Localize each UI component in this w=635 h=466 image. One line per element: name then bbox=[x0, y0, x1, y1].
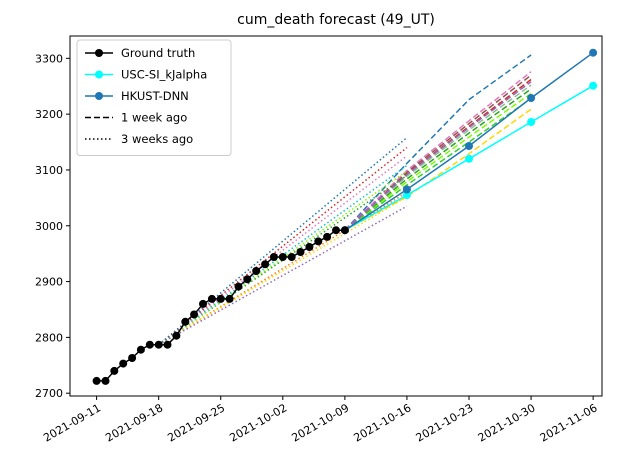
legend-box bbox=[76, 39, 232, 156]
forecast-line-6 bbox=[344, 84, 532, 231]
legend-marker-hkust-dnn bbox=[95, 92, 103, 100]
ground-truth-point-9 bbox=[163, 340, 172, 349]
ground-truth-point-12 bbox=[190, 310, 199, 319]
y-tick-label-3100: 3100 bbox=[35, 164, 63, 177]
forecast-line-19 bbox=[158, 137, 408, 346]
x-tick-label-2021-09-18: 2021-09-18 bbox=[103, 401, 165, 444]
ground-truth-point-1 bbox=[92, 376, 101, 385]
legend-marker-usc-si-kjalpha bbox=[95, 70, 103, 79]
ground-truth-point-11 bbox=[181, 317, 190, 326]
forecast-line-2 bbox=[344, 108, 532, 231]
x-tick-label-2021-09-11: 2021-09-11 bbox=[41, 401, 103, 444]
ground-truth-point-19 bbox=[252, 267, 261, 275]
x-tick-label-2021-10-09: 2021-10-09 bbox=[289, 401, 351, 444]
usc-si-kjalpha-point-4 bbox=[527, 118, 536, 126]
usc-si-kjalpha-point-5 bbox=[589, 81, 598, 90]
x-tick-label-2021-10-02: 2021-10-02 bbox=[227, 401, 289, 444]
legend-label-ground-truth: Ground truth bbox=[121, 46, 195, 60]
ground-truth-point-18 bbox=[243, 275, 252, 284]
ground-truth-point-29 bbox=[340, 226, 349, 235]
y-axis: 2700 2800 2900 3000 3100 3200 3300 bbox=[35, 52, 70, 400]
ground-truth-point-15 bbox=[216, 294, 225, 303]
usc-si-kjalpha-point-3 bbox=[465, 154, 473, 163]
ground-truth-point-26 bbox=[314, 237, 323, 246]
ground-truth-point-16 bbox=[225, 294, 234, 303]
ground-truth-point-3 bbox=[110, 366, 119, 375]
forecast-line-4 bbox=[344, 92, 532, 231]
usc-si-kjalpha-point-2 bbox=[402, 191, 411, 200]
ground-truth-point-25 bbox=[305, 243, 314, 251]
ground-truth-point-5 bbox=[128, 354, 137, 362]
forecast-line-10 bbox=[344, 81, 532, 231]
forecast-line-11 bbox=[158, 191, 408, 346]
ground-truth-point-2 bbox=[101, 376, 110, 385]
ground-truth-point-10 bbox=[172, 331, 181, 340]
ground-truth-point-23 bbox=[287, 253, 296, 261]
y-tick-label-3300: 3300 bbox=[35, 52, 63, 65]
legend-label-3-weeks-ago: 3 weeks ago bbox=[121, 132, 193, 146]
forecast-line-18 bbox=[158, 147, 408, 346]
legend: Ground truth USC-SI_kJalpha HKUST-DNN 1 wee… bbox=[76, 39, 232, 156]
ground-truth-point-28 bbox=[332, 226, 340, 235]
forecast-line-13 bbox=[158, 205, 408, 346]
ground-truth-point-27 bbox=[323, 232, 332, 241]
ground-truth-point-4 bbox=[119, 359, 128, 368]
hkust-dnn-point-5 bbox=[589, 48, 598, 57]
forecast-line-1 bbox=[344, 54, 532, 231]
legend-marker-ground-truth bbox=[95, 49, 103, 57]
y-tick-label-3000: 3000 bbox=[35, 220, 63, 233]
ground-truth-point-17 bbox=[234, 282, 243, 291]
ground-truth-point-13 bbox=[199, 299, 207, 308]
plot-frame bbox=[69, 35, 603, 397]
y-tick-label-2900: 2900 bbox=[35, 276, 63, 289]
x-tick-label-2021-10-23: 2021-10-23 bbox=[414, 401, 476, 444]
forecast-line-7 bbox=[344, 74, 532, 231]
hkust-dnn-point-2 bbox=[402, 185, 411, 194]
y-tick-label-2700: 2700 bbox=[35, 387, 63, 400]
x-tick-label-2021-11-06: 2021-11-06 bbox=[538, 401, 600, 444]
forecast-line-15 bbox=[158, 170, 408, 346]
ground-truth-point-14 bbox=[207, 294, 216, 303]
plot-area bbox=[92, 48, 598, 385]
ground-truth-point-22 bbox=[278, 253, 287, 261]
ground-truth-point-24 bbox=[296, 248, 305, 256]
x-tick-label-2021-09-25: 2021-09-25 bbox=[165, 401, 227, 444]
hkust-dnn-point-4 bbox=[527, 94, 536, 102]
hkust-dnn-point-3 bbox=[465, 142, 473, 150]
y-tick-label-3200: 3200 bbox=[35, 108, 63, 121]
x-axis: 2021-09-11 2021-09-18 2021-09-25 2021-10-02… bbox=[41, 396, 600, 445]
legend-label-hkust-dnn: HKUST-DNN bbox=[121, 89, 189, 103]
ground-truth-point-21 bbox=[269, 253, 278, 261]
y-tick-label-2800: 2800 bbox=[35, 331, 63, 344]
forecast-line-5 bbox=[344, 88, 532, 231]
x-tick-label-2021-10-30: 2021-10-30 bbox=[476, 401, 538, 444]
ground-truth-point-20 bbox=[261, 260, 270, 269]
forecast-line-12 bbox=[158, 196, 408, 346]
ground-truth-point-8 bbox=[154, 340, 163, 349]
ground-truth-point-7 bbox=[145, 340, 154, 349]
legend-label-1-week-ago: 1 week ago bbox=[121, 111, 187, 125]
forecast-line-3 bbox=[344, 97, 532, 231]
chart-title: cum_death forecast (49_UT) bbox=[237, 12, 435, 28]
legend-label-usc-si-kjalpha: USC-SI_kJalpha bbox=[121, 68, 207, 82]
ground-truth-point-6 bbox=[136, 345, 145, 354]
x-tick-label-2021-10-16: 2021-10-16 bbox=[352, 401, 414, 444]
